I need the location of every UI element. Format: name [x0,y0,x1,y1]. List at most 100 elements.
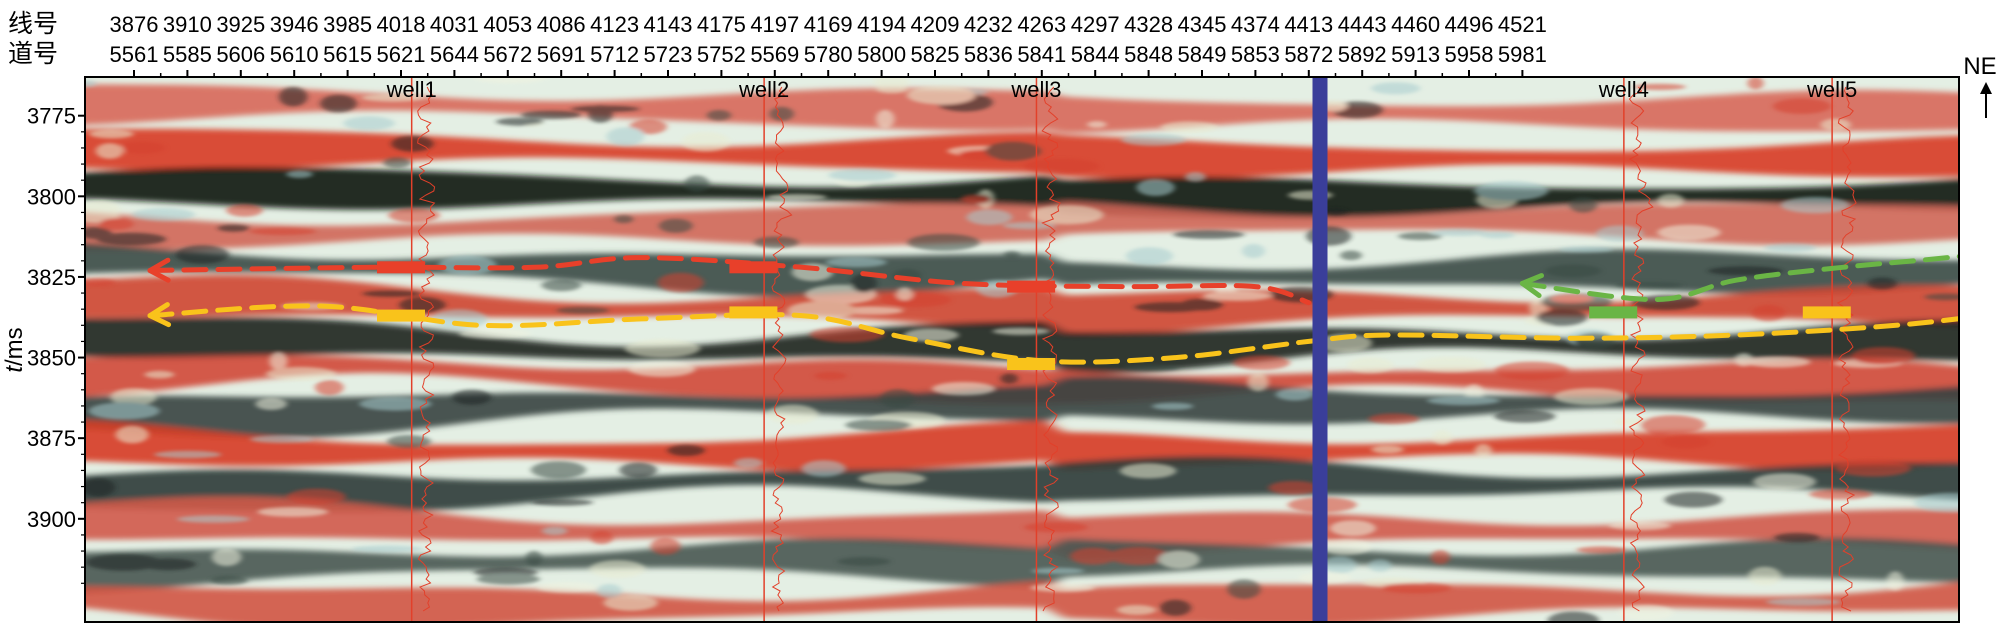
y-tick-label: 3800 [27,184,76,209]
texture-blob [1474,181,1549,201]
texture-blob [753,236,799,249]
texture-blob [1657,193,1684,208]
texture-blob [837,557,891,566]
texture-blob [1633,83,1686,91]
texture-blob [1820,118,1851,131]
texture-blob [314,379,344,396]
texture-blob [1772,98,1831,114]
texture-blob [1136,179,1175,196]
line-number-label: 3876 [110,12,159,37]
trace-number-label: 5644 [430,42,479,67]
texture-blob [1545,264,1602,278]
texture-blob [1559,246,1613,253]
texture-blob [1119,463,1177,479]
texture-blob [992,327,1050,335]
texture-blob [383,157,411,169]
texture-blob [681,131,731,152]
trace-number-label: 5561 [110,42,159,67]
texture-blob [351,545,424,553]
texture-blob [1608,521,1671,531]
amplitude-band [85,420,1959,471]
y-axis: 3775 3800 3825 3850 3875 3900 [27,104,85,584]
texture-blob [684,175,710,193]
texture-blob [1914,492,1959,513]
texture-blob [1431,228,1488,237]
texture-blob [175,245,230,264]
trace-number-label: 5672 [483,42,532,67]
texture-blob [960,194,991,204]
amplitude-band [85,317,1959,374]
amplitude-band [85,274,1959,337]
texture-blob [606,127,645,146]
texture-blob [873,77,909,90]
line-number-header: 线号 [8,9,58,38]
texture-blob [1125,247,1173,265]
well-log-curve [770,86,793,612]
well-label: well1 [386,77,437,102]
horizon-markers [377,261,1851,370]
amplitude-band [85,496,1959,559]
texture-blob [1151,402,1194,410]
texture-blob [1751,304,1786,322]
texture-blob [1368,559,1392,572]
texture-blob [1247,372,1269,392]
texture-blob [1809,489,1873,500]
line-number-label: 4460 [1391,12,1440,37]
texture-blob [650,537,681,555]
texture-blob [249,227,317,236]
texture-blob [1124,364,1180,372]
texture-blob [287,488,346,505]
trace-number-label: 5849 [1178,42,1227,67]
texture-blob [845,419,912,431]
trace-number-label: 5585 [163,42,212,67]
horizon-arrowhead [147,257,171,283]
seismic-amplitude-bands [85,84,1959,622]
line-number-label: 4197 [750,12,799,37]
texture-blob [343,116,395,131]
texture-blob [603,594,658,611]
line-number-label: 3946 [270,12,319,37]
texture-blob [850,273,877,293]
texture-blob [85,478,116,497]
texture-blob [98,218,134,230]
texture-blob [476,573,540,585]
texture-blob [1030,583,1095,592]
texture-blob [1160,121,1218,133]
texture-blob [628,361,696,377]
texture-blob [1024,522,1088,533]
line-number-label: 4143 [644,12,693,37]
texture-blob [1547,611,1600,622]
texture-blob [1371,82,1421,95]
texture-blob [1371,445,1404,454]
texture-blob [525,550,543,566]
texture-blob [132,208,195,221]
texture-blob [1596,225,1644,242]
y-axis-unit: /ms [1,327,28,366]
texture-blob [624,339,701,358]
texture-blob [875,109,895,129]
texture-blob [362,290,422,297]
texture-blob [1368,413,1420,425]
texture-blob [1474,443,1492,459]
texture-blob [1329,520,1376,537]
line-number-label: 4209 [911,12,960,37]
texture-blob [115,425,149,444]
well-log-curve [417,86,436,612]
texture-blob [597,584,622,598]
texture-blob [1835,459,1912,477]
line-number-label: 4175 [697,12,746,37]
trace-number-label: 5825 [911,42,960,67]
line-number-label: 4263 [1017,12,1066,37]
texture-blob [1158,550,1200,569]
texture-blob [255,397,287,410]
horizon-marker [1007,358,1056,370]
texture-blob [1657,224,1721,241]
y-axis-title: t/ms [1,327,28,372]
texture-blob [1550,294,1593,303]
well-log-curves [410,77,1857,622]
texture-blob [1003,251,1020,259]
trace-number-label: 5836 [964,42,1013,67]
texture-blob [1618,604,1674,621]
amplitude-band [85,243,1959,298]
y-axis-italic: t [1,365,28,373]
